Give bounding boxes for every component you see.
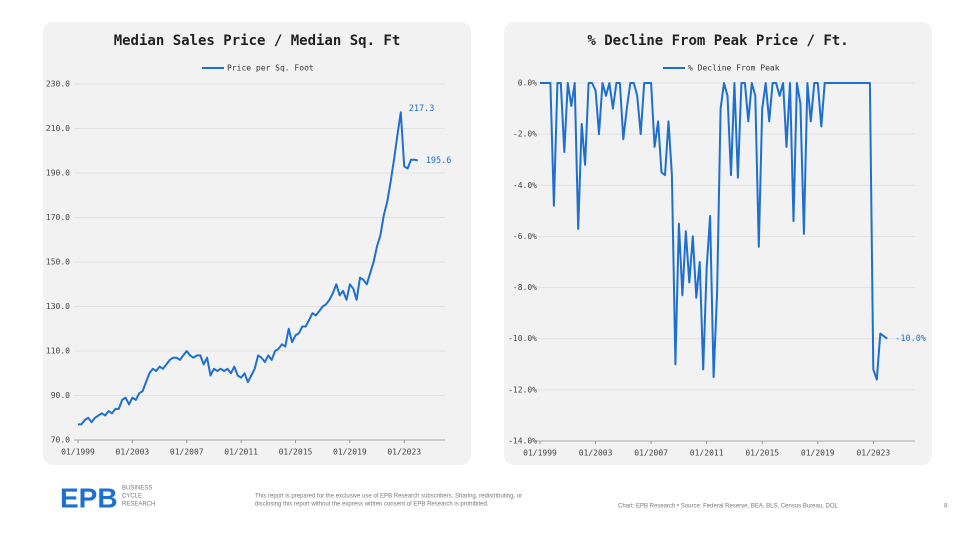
y-tick-label: -4.0% [513, 181, 537, 190]
x-tick-label: 01/2015 [279, 448, 313, 457]
y-tick-label: 70.0 [51, 436, 70, 445]
y-tick-label: 0.0% [518, 79, 537, 88]
x-tick-label: 01/2007 [170, 448, 204, 457]
x-tick-label: 01/2007 [634, 449, 668, 458]
y-tick-label: 110.0 [46, 347, 70, 356]
x-tick-label: 01/2019 [333, 448, 367, 457]
chart-title: Median Sales Price / Median Sq. Ft [114, 33, 401, 49]
x-tick-label: 01/2015 [745, 449, 779, 458]
x-tick-label: 01/2023 [856, 449, 890, 458]
tagline: BUSINESS [122, 486, 152, 492]
line-series [78, 111, 419, 426]
y-tick-label: -6.0% [513, 232, 537, 241]
y-tick-label: -12.0% [508, 385, 537, 394]
x-tick-label: 01/1999 [61, 448, 95, 457]
tagline: RESEARCH [122, 502, 155, 508]
y-tick-label: 190.0 [46, 169, 70, 178]
annotation: 217.3 [409, 104, 435, 114]
y-tick-label: -14.0% [508, 437, 537, 446]
x-tick-label: 01/2019 [801, 449, 835, 458]
annotation: 195.6 [426, 156, 452, 166]
x-tick-label: 01/2011 [224, 448, 258, 457]
y-tick-label: 130.0 [46, 302, 70, 311]
annotation: -10.0% [895, 334, 926, 344]
disclaimer: This report is prepared for the exclusiv… [255, 494, 522, 500]
tagline: CYCLE [122, 494, 142, 500]
panel [43, 22, 471, 465]
y-tick-label: 150.0 [46, 258, 70, 267]
source: Chart: EPB Research • Source: Federal Re… [618, 504, 839, 510]
line-series [540, 82, 888, 381]
x-tick-label: 01/2003 [116, 448, 150, 457]
legend-label: Price per Sq. Foot [227, 64, 314, 73]
y-tick-label: 230.0 [46, 80, 70, 89]
logo: EPB [60, 482, 118, 513]
x-tick-label: 01/1999 [523, 449, 557, 458]
x-tick-label: 01/2023 [387, 448, 421, 457]
x-tick-label: 01/2003 [579, 449, 613, 458]
y-tick-label: 210.0 [46, 124, 70, 133]
y-tick-label: 170.0 [46, 213, 70, 222]
x-tick-label: 01/2011 [690, 449, 724, 458]
legend-label: % Decline From Peak [688, 64, 780, 73]
disclaimer: disclosing this report without the expre… [255, 502, 489, 508]
page-number: 8 [944, 504, 948, 510]
y-tick-label: -2.0% [513, 130, 537, 139]
y-tick-label: -10.0% [508, 334, 537, 343]
chart-title: % Decline From Peak Price / Ft. [587, 33, 848, 49]
y-tick-label: 90.0 [51, 391, 70, 400]
y-tick-label: -8.0% [513, 283, 537, 292]
